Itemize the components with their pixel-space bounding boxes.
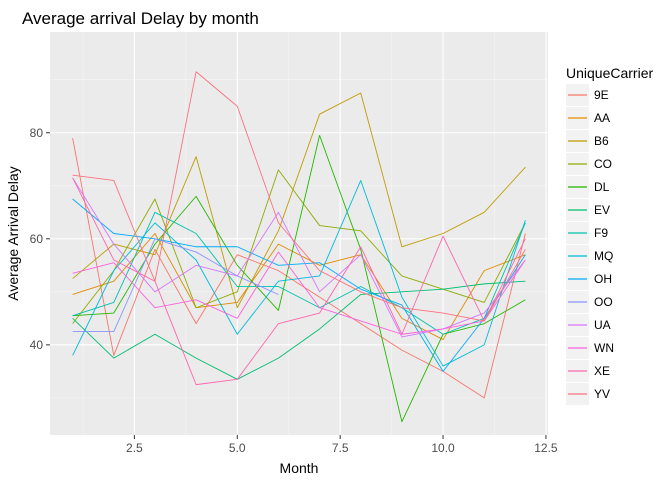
series-line-XE (72, 177, 526, 386)
series-line-YV (72, 71, 526, 322)
series-line-B6 (72, 92, 526, 309)
series-line-UA (72, 177, 526, 338)
legend-label-WN: WN (594, 341, 614, 355)
x-tick-label: 2.5 (126, 441, 143, 455)
legend-item-MQ: MQ (566, 245, 613, 267)
x-axis-title: Month (280, 460, 319, 476)
legend-item-B6: B6 (566, 130, 609, 152)
x-tick-label: 10.0 (431, 441, 455, 455)
series-lines (72, 71, 526, 423)
major-gridlines (50, 32, 548, 435)
legend-label-MQ: MQ (594, 249, 613, 263)
legend-item-WN: WN (566, 337, 614, 359)
legend-items: 9E AA B6 CO DL EV F9 MQ OH OO UA WN XE YV (566, 84, 614, 405)
legend-item-XE: XE (566, 360, 610, 382)
series-line-WN (72, 251, 526, 335)
minor-gridlines (50, 32, 548, 435)
legend-label-F9: F9 (594, 226, 608, 240)
legend-item-9E: 9E (566, 84, 609, 106)
y-tick-label: 60 (30, 232, 44, 246)
legend: UniqueCarrier 9E AA B6 CO DL EV F9 MQ OH OO UA WN XE… (566, 65, 653, 405)
x-tick-label: 7.5 (332, 441, 349, 455)
legend-label-9E: 9E (594, 88, 609, 102)
chart-title: Average arrival Delay by month (22, 9, 259, 28)
legend-label-XE: XE (594, 364, 610, 378)
series-line-DL (72, 134, 526, 423)
legend-item-UA: UA (566, 314, 611, 336)
plot-panel (50, 32, 548, 435)
legend-item-OH: OH (566, 268, 612, 290)
legend-label-AA: AA (594, 111, 610, 125)
y-tick-label: 40 (30, 338, 44, 352)
legend-label-OH: OH (594, 272, 612, 286)
y-tick-label: 80 (30, 126, 44, 140)
x-axis-ticks: 2.5 5.0 7.5 10.0 12.5 (126, 435, 558, 455)
legend-title: UniqueCarrier (566, 65, 653, 81)
legend-item-CO: CO (566, 153, 612, 175)
series-line-CO (72, 169, 526, 324)
series-line-9E (72, 137, 526, 399)
legend-label-OO: OO (594, 295, 613, 309)
series-line-F9 (72, 211, 526, 335)
legend-item-DL: DL (566, 176, 610, 198)
legend-label-CO: CO (594, 157, 612, 171)
legend-label-EV: EV (594, 203, 610, 217)
y-axis-title: Average Arrival Delay (5, 166, 21, 300)
legend-item-F9: F9 (566, 222, 608, 244)
legend-label-B6: B6 (594, 134, 609, 148)
x-tick-label: 5.0 (229, 441, 246, 455)
series-line-OO (72, 238, 279, 333)
legend-item-YV: YV (566, 383, 610, 405)
legend-label-DL: DL (594, 180, 610, 194)
legend-item-OO: OO (566, 291, 613, 313)
legend-label-YV: YV (594, 387, 610, 401)
series-line-OH (72, 198, 526, 372)
x-tick-label: 12.5 (534, 441, 558, 455)
legend-item-AA: AA (566, 107, 610, 129)
legend-item-EV: EV (566, 199, 610, 221)
y-axis-ticks: 40 60 80 (30, 126, 50, 352)
legend-label-UA: UA (594, 318, 611, 332)
series-line-EV (72, 280, 526, 380)
